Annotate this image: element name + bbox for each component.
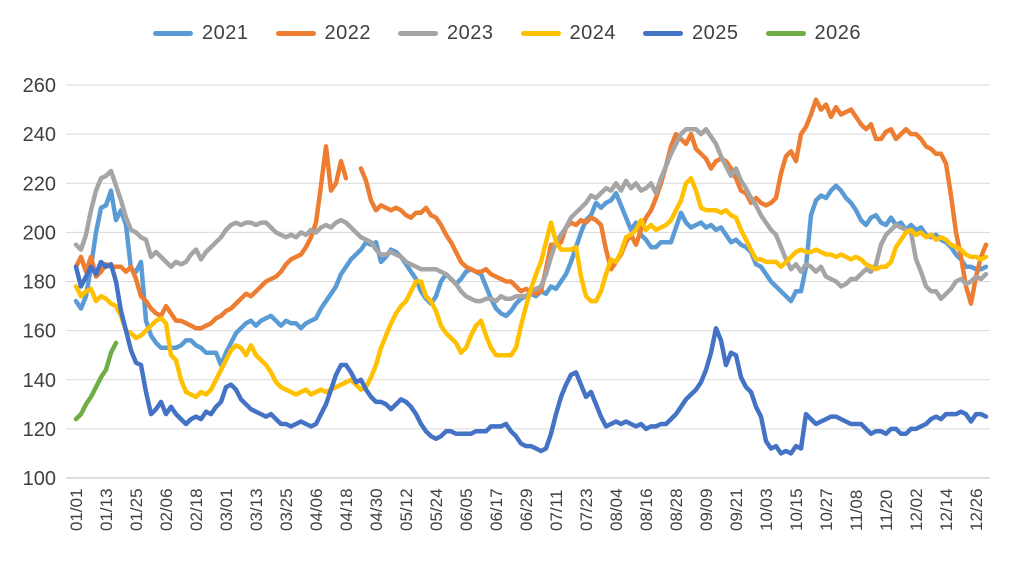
x-axis-tick-label: 08/16 — [637, 488, 656, 531]
legend-line-swatch — [520, 31, 561, 36]
legend-line-swatch — [643, 31, 683, 36]
y-axis-tick-label: 120 — [23, 419, 56, 441]
y-axis-tick-label: 240 — [23, 124, 56, 146]
chart-legend: 2021 2022 2023 2024 2025 2026 — [0, 22, 1014, 45]
x-axis-tick-label: 08/28 — [667, 488, 686, 531]
legend-label: 2024 — [569, 22, 616, 44]
legend-line-swatch — [153, 31, 193, 36]
y-axis-tick-label: 200 — [23, 222, 56, 244]
x-axis-tick-label: 12/26 — [967, 488, 986, 531]
x-axis-tick-label: 11/08 — [847, 490, 866, 531]
x-axis-tick-label: 03/25 — [277, 488, 296, 531]
x-axis-tick-label: 10/27 — [817, 488, 836, 531]
x-axis-tick-label: 04/18 — [337, 488, 356, 531]
legend-label: 2021 — [202, 22, 249, 44]
x-axis-tick-label: 07/23 — [577, 488, 596, 531]
x-axis-tick-label: 11/20 — [877, 490, 896, 531]
legend-line-swatch — [275, 31, 316, 36]
x-axis-tick-label: 10/03 — [757, 488, 776, 531]
y-axis-tick-label: 140 — [23, 370, 56, 392]
x-axis-tick-label: 02/06 — [157, 488, 176, 531]
y-axis-tick-label: 160 — [23, 321, 56, 343]
x-axis-tick-label: 04/06 — [307, 488, 326, 531]
legend-item-2022[interactable]: 2022 — [275, 22, 372, 45]
x-axis-tick-label: 09/21 — [727, 488, 746, 531]
x-axis-tick-label: 06/29 — [517, 488, 536, 531]
series-line-2025 — [73, 259, 989, 456]
x-axis-tick-label: 02/18 — [187, 488, 206, 531]
legend-line-swatch — [765, 31, 806, 36]
x-axis-tick-label: 12/14 — [937, 488, 956, 531]
x-axis-tick-label: 08/04 — [607, 488, 626, 531]
x-axis-tick-label: 07/11 — [547, 490, 566, 531]
legend-item-2021[interactable]: 2021 — [153, 22, 249, 45]
y-axis-tick-label: 100 — [23, 468, 56, 490]
y-axis-tick-label: 260 — [23, 75, 56, 97]
series-line-2022 — [73, 97, 989, 331]
legend-item-2025[interactable]: 2025 — [643, 22, 739, 45]
y-axis-tick-label: 220 — [23, 173, 56, 195]
legend-label: 2023 — [447, 22, 494, 44]
legend-item-2024[interactable]: 2024 — [520, 22, 617, 45]
x-axis-tick-label: 10/15 — [787, 488, 806, 531]
x-axis-tick-label: 05/24 — [427, 488, 446, 531]
x-axis-tick-label: 01/13 — [97, 488, 116, 531]
x-axis-tick-label: 03/13 — [247, 488, 266, 531]
series-line-2021 — [73, 183, 989, 368]
x-axis-tick-label: 12/02 — [907, 488, 926, 531]
legend-label: 2026 — [814, 22, 861, 44]
legend-line-swatch — [398, 31, 438, 36]
y-axis-tick-label: 180 — [23, 272, 56, 294]
legend-label: 2022 — [324, 22, 371, 44]
x-axis-tick-label: 06/05 — [457, 488, 476, 531]
series-line-2026 — [73, 340, 119, 422]
x-axis-tick-label: 01/01 — [67, 488, 86, 531]
legend-item-2023[interactable]: 2023 — [398, 22, 494, 45]
x-axis-tick-label: 05/12 — [397, 488, 416, 531]
x-axis-tick-label: 03/01 — [217, 488, 236, 531]
series-line-2023 — [73, 126, 989, 304]
legend-item-2026[interactable]: 2026 — [765, 22, 862, 45]
series-line-2024 — [73, 176, 989, 400]
x-axis-tick-label: 09/09 — [697, 488, 716, 531]
x-axis-tick-label: 06/17 — [487, 488, 506, 531]
x-axis-tick-label: 04/30 — [367, 488, 386, 531]
x-axis-tick-label: 01/25 — [127, 488, 146, 531]
legend-label: 2025 — [692, 22, 739, 44]
